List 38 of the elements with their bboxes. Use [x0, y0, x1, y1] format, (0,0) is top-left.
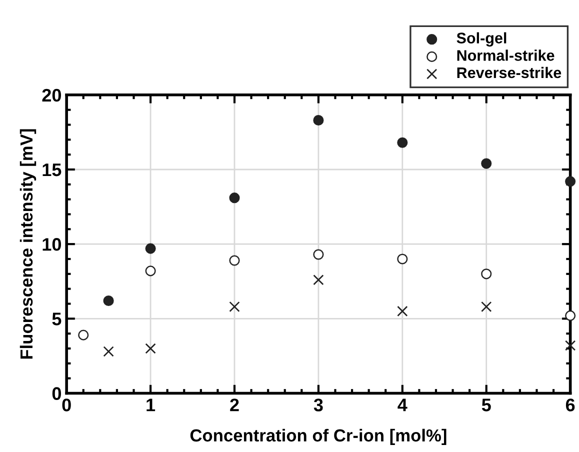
point	[103, 295, 114, 306]
point	[313, 114, 324, 126]
point	[145, 243, 156, 254]
point	[397, 306, 408, 317]
x-tick-label: 2	[230, 398, 239, 412]
point	[229, 255, 240, 266]
point	[103, 346, 114, 357]
point	[313, 249, 324, 260]
point	[78, 330, 89, 340]
point	[564, 340, 576, 351]
x-tick-label: 0	[62, 398, 71, 412]
x-axis-title: Concentration of Cr-ion [mol%]	[190, 428, 446, 446]
point	[229, 192, 240, 204]
point	[481, 158, 492, 169]
y-tick-label: 15	[42, 164, 62, 176]
legend-label: Sol-gel	[456, 32, 506, 47]
x-tick-label: 4	[398, 398, 408, 412]
point	[313, 274, 324, 286]
point	[145, 266, 156, 276]
point	[565, 310, 576, 321]
x-tick-label: 3	[314, 398, 323, 412]
y-axis-title: Fluorescence intensity [mV]	[20, 129, 36, 359]
legend-label: Normal-strike	[457, 50, 554, 61]
y-tick-label: 10	[42, 238, 61, 251]
x-tick-label: 1	[146, 398, 156, 412]
y-tick-label: 5	[52, 312, 62, 326]
y-tick-label: 0	[52, 387, 61, 400]
point	[565, 176, 576, 187]
y-tick-label: 20	[42, 88, 61, 102]
x-tick-label: 6	[566, 398, 575, 412]
point	[145, 343, 156, 354]
point	[481, 268, 492, 280]
legend-label: Reverse-strike	[457, 66, 562, 78]
point	[229, 301, 240, 312]
point	[481, 301, 492, 312]
point	[397, 137, 408, 148]
x-tick-label: 5	[482, 398, 491, 412]
point	[397, 254, 408, 264]
